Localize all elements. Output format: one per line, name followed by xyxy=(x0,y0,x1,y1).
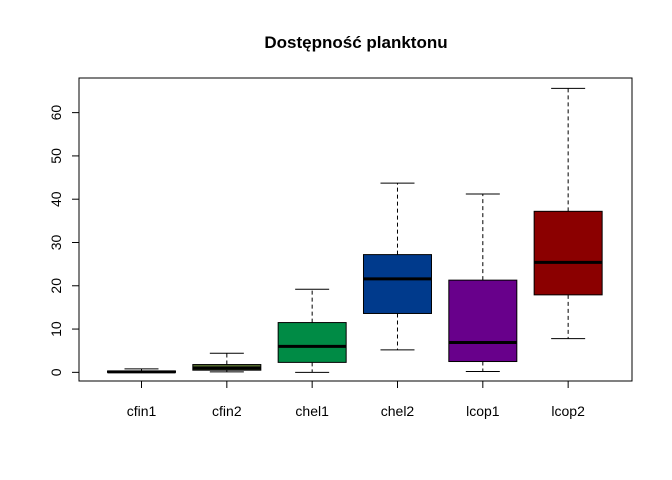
y-axis: 0 10 20 30 40 50 60 xyxy=(48,105,80,376)
box-cfin2 xyxy=(192,352,262,373)
y-tick-label-0: 0 xyxy=(48,368,64,376)
box-body-lcop2 xyxy=(533,210,603,296)
box-lcop1 xyxy=(448,193,518,372)
x-tick-label-lcop2: lcop2 xyxy=(551,403,585,419)
box-lcop2 xyxy=(533,87,603,340)
box-cfin1 xyxy=(107,368,176,374)
x-tick-label-chel1: chel1 xyxy=(295,403,329,419)
x-tick-label-chel2: chel2 xyxy=(381,403,415,419)
y-tick-label-10: 10 xyxy=(48,321,64,337)
box-chel1 xyxy=(277,288,347,373)
box-body-chel1 xyxy=(277,322,347,363)
y-tick-label-40: 40 xyxy=(48,191,64,207)
x-tick-label-cfin1: cfin1 xyxy=(127,403,157,419)
x-tick-label-cfin2: cfin2 xyxy=(212,403,242,419)
y-tick-label-20: 20 xyxy=(48,278,64,294)
box-body-lcop1 xyxy=(448,279,518,363)
x-axis: cfin1 cfin2 chel1 chel2 lcop1 lcop2 xyxy=(127,380,585,419)
boxes xyxy=(107,87,603,374)
y-tick-label-60: 60 xyxy=(48,105,64,121)
x-tick-label-lcop1: lcop1 xyxy=(466,403,500,419)
box-chel2 xyxy=(362,182,432,351)
chart-title: Dostępność planktonu xyxy=(264,33,447,52)
y-tick-label-50: 50 xyxy=(48,148,64,164)
box-body-chel2 xyxy=(362,254,432,314)
y-tick-label-30: 30 xyxy=(48,234,64,250)
